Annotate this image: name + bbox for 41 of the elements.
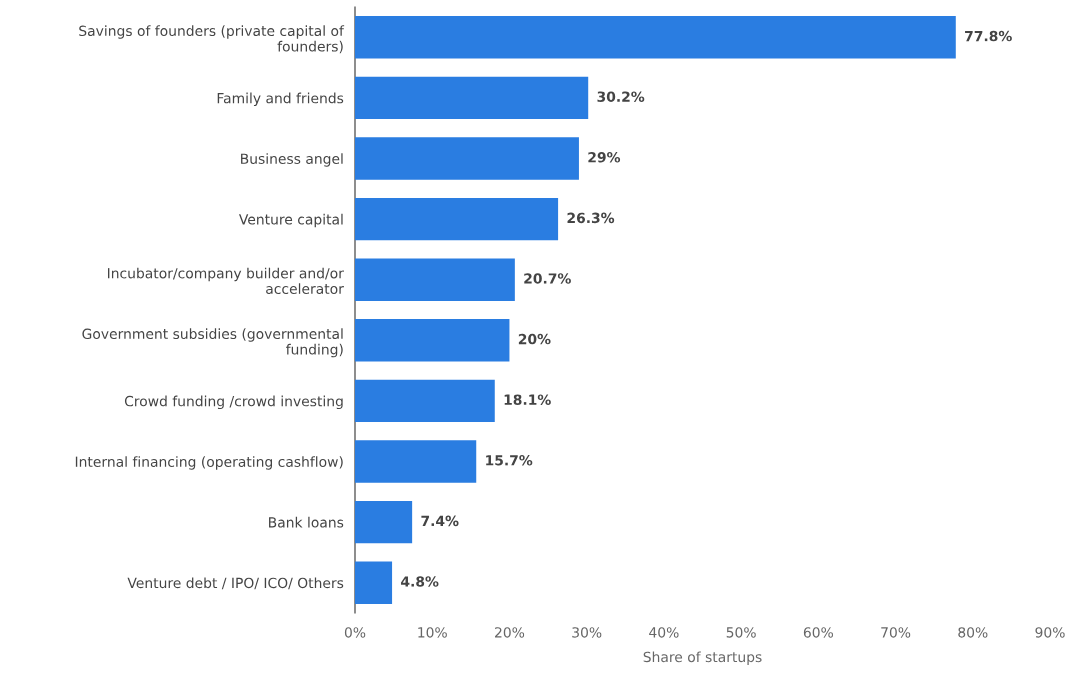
x-tick-label: 10% [418, 627, 447, 638]
bar [355, 500, 413, 544]
bar [355, 197, 559, 241]
x-tick-label: 40% [649, 627, 679, 638]
x-tick-label: 20% [495, 627, 525, 638]
y-tick-label: Business angel [241, 153, 343, 167]
data-label: 7.4% [421, 515, 459, 527]
y-tick-label: Incubator/company builder and/or accelerator [107, 267, 344, 295]
data-label: 77.8% [965, 30, 1012, 42]
x-tick-label: 50% [726, 627, 756, 638]
data-label: 26.3% [567, 212, 615, 224]
bar [355, 440, 477, 483]
x-tick-label: 90% [1035, 627, 1065, 638]
bar [355, 76, 589, 120]
y-tick-label: Venture capital [238, 213, 343, 228]
x-tick-label: 0% [344, 627, 366, 638]
bar [355, 561, 393, 604]
y-tick-label: Savings of founders (private capital of founders) [79, 25, 345, 54]
data-label: 20% [518, 333, 551, 345]
data-label: 18.1% [504, 394, 551, 405]
x-tick-label: 30% [572, 627, 602, 638]
y-tick-label: Government subsidies (governmental funding) [82, 328, 343, 358]
y-tick-label: Internal financing (operating cashflow) [75, 456, 343, 470]
y-tick-label: Venture debt / IPO/ ICO/ Others [127, 577, 344, 590]
x-axis-title: Share of startups [643, 651, 762, 665]
bar [355, 379, 495, 423]
x-tick-label: 70% [881, 627, 911, 638]
data-label: 4.8% [401, 576, 439, 587]
x-tick-label: 60% [803, 627, 833, 638]
y-tick-label: Crowd funding /crowd investing [124, 395, 343, 410]
data-label: 15.7% [486, 455, 533, 466]
bar [355, 137, 579, 180]
x-tick-label: 80% [958, 627, 988, 638]
bar [355, 319, 510, 362]
bar [355, 16, 956, 59]
data-label: 30.2% [597, 91, 645, 102]
y-tick-label: Bank loans [269, 516, 344, 528]
data-label: 29% [588, 152, 621, 163]
bar [355, 258, 515, 301]
data-label: 20.7% [524, 273, 571, 284]
y-tick-label: Family and friends [217, 92, 344, 107]
